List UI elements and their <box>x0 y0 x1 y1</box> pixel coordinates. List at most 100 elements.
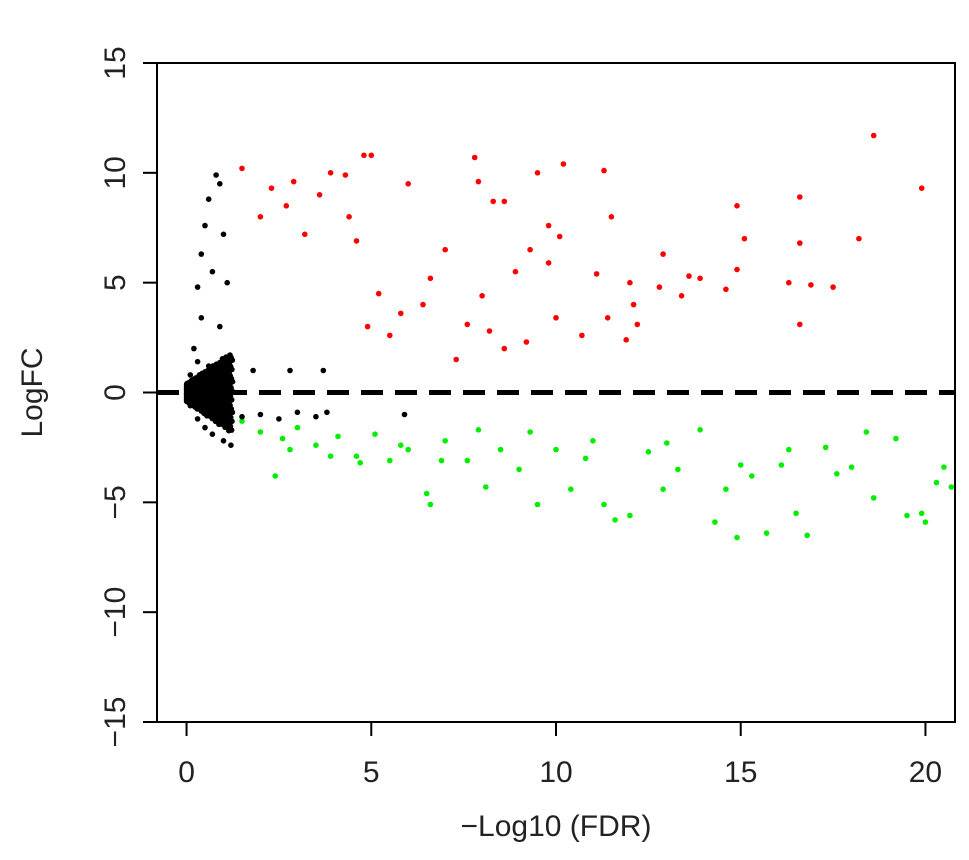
data-point <box>202 222 208 229</box>
data-point <box>276 416 282 422</box>
data-point <box>420 301 426 308</box>
data-point <box>316 192 323 198</box>
data-point <box>822 444 829 451</box>
data-point <box>213 172 219 178</box>
y-tick-label: 10 <box>99 156 132 189</box>
data-point <box>239 413 245 420</box>
data-point <box>442 246 449 253</box>
data-point <box>229 366 235 373</box>
data-point <box>737 462 744 468</box>
data-point <box>797 194 803 200</box>
data-point <box>553 315 559 321</box>
data-point <box>645 449 652 455</box>
data-point <box>512 268 519 275</box>
x-tick-label: 0 <box>178 756 195 789</box>
data-point <box>324 409 330 416</box>
data-point <box>582 455 589 462</box>
data-point <box>804 532 810 539</box>
data-point <box>198 251 205 257</box>
data-point <box>217 181 223 187</box>
data-point <box>660 251 666 257</box>
data-point <box>601 501 607 508</box>
data-point <box>229 409 236 416</box>
x-tick-label: 15 <box>724 756 757 789</box>
data-point <box>387 332 393 339</box>
data-point <box>627 279 633 286</box>
data-point <box>475 178 482 185</box>
data-point <box>279 435 286 442</box>
data-point <box>198 315 205 321</box>
data-point <box>904 512 910 519</box>
y-tick-label: 5 <box>99 274 132 291</box>
data-point <box>294 424 301 431</box>
data-point <box>778 462 785 468</box>
data-point <box>464 457 471 464</box>
data-point <box>630 301 637 308</box>
data-point <box>475 427 482 433</box>
data-point <box>209 268 216 275</box>
data-point <box>228 397 235 403</box>
data-point <box>634 321 641 328</box>
data-point <box>283 203 290 209</box>
data-point <box>545 222 552 229</box>
data-point <box>405 446 412 453</box>
data-points <box>183 132 955 541</box>
data-point <box>601 167 607 174</box>
data-point <box>375 290 382 297</box>
y-tick-label: −10 <box>99 587 132 638</box>
data-point <box>342 172 349 178</box>
data-point <box>918 510 925 517</box>
data-point <box>834 471 840 477</box>
data-point <box>579 332 585 339</box>
x-tick-label: 20 <box>909 756 942 789</box>
data-point <box>848 464 855 471</box>
data-point <box>734 534 740 541</box>
data-point <box>357 460 364 466</box>
data-point <box>712 519 718 525</box>
data-point <box>217 323 223 330</box>
data-point <box>302 231 308 238</box>
data-point <box>287 367 293 374</box>
data-point <box>870 495 877 501</box>
data-point <box>250 367 256 374</box>
data-point <box>229 418 235 425</box>
data-point <box>423 490 430 497</box>
data-point <box>786 279 792 286</box>
data-point <box>786 446 792 453</box>
data-point <box>830 284 836 290</box>
data-point <box>527 246 533 253</box>
data-point <box>294 409 301 416</box>
data-point <box>464 321 471 328</box>
y-axis-label: LogFC <box>16 347 49 437</box>
data-point <box>205 196 212 202</box>
data-point <box>863 429 870 435</box>
data-point <box>893 435 899 442</box>
data-point <box>239 418 245 424</box>
data-point <box>483 484 489 490</box>
data-point <box>675 466 681 473</box>
data-point <box>313 442 319 449</box>
data-point <box>228 442 234 449</box>
data-point <box>368 152 375 159</box>
data-point <box>534 501 541 508</box>
data-point <box>353 453 360 460</box>
data-point <box>623 337 629 343</box>
data-point <box>523 339 530 345</box>
y-axis: −15 −10 −5 0 5 10 15 <box>99 46 158 747</box>
data-point <box>568 486 574 493</box>
data-point <box>697 275 703 282</box>
data-point <box>479 293 485 299</box>
data-point <box>560 161 567 167</box>
data-point <box>664 440 670 446</box>
data-point <box>229 357 236 364</box>
data-point <box>372 431 378 438</box>
data-point <box>220 231 227 238</box>
data-point <box>734 266 740 273</box>
y-tick-label: 0 <box>99 384 132 401</box>
data-point <box>272 473 279 479</box>
data-point <box>660 486 666 493</box>
data-point <box>268 185 275 191</box>
data-point <box>656 284 663 290</box>
data-point <box>593 271 600 277</box>
